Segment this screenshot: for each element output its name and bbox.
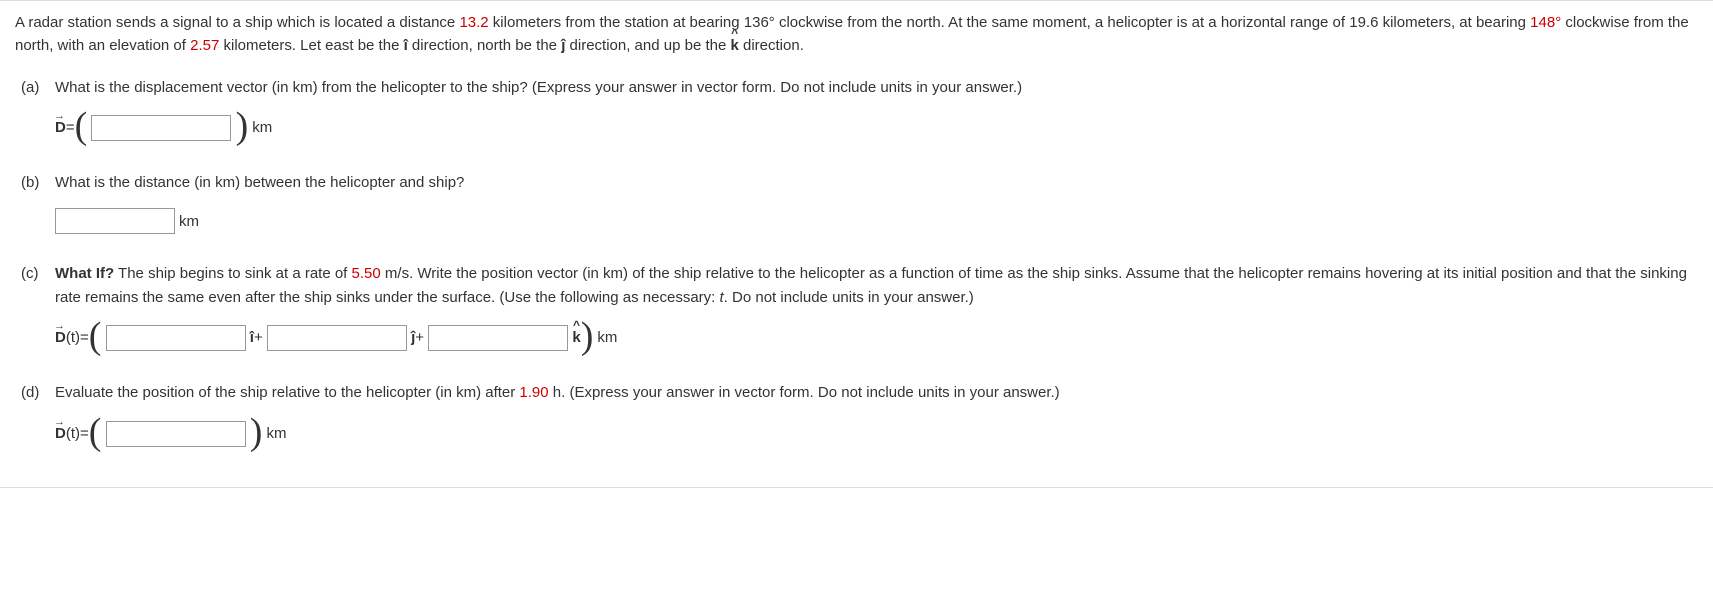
- part-d-text: Evaluate the position of the ship relati…: [55, 381, 1698, 404]
- part-a: (a) What is the displacement vector (in …: [15, 76, 1698, 144]
- part-c-answer: →D(t) = ( î + ĵ + ^k ) km: [21, 323, 1698, 353]
- part-b-label: (b): [21, 171, 55, 194]
- intro-value-2: 148°: [1530, 14, 1561, 31]
- part-c-input-j[interactable]: [267, 325, 407, 351]
- intro-text-5: direction, north be the: [408, 37, 561, 54]
- part-a-answer: →D = ( ) km: [21, 113, 1698, 143]
- part-d: (d) Evaluate the position of the ship re…: [15, 381, 1698, 449]
- part-b: (b) What is the distance (in km) between…: [15, 171, 1698, 234]
- problem-intro: A radar station sends a signal to a ship…: [15, 11, 1698, 58]
- what-if: What If?: [55, 265, 114, 282]
- part-b-input[interactable]: [55, 208, 175, 234]
- close-paren-c: ): [581, 321, 594, 351]
- part-b-unit: km: [179, 210, 199, 233]
- part-d-answer: →D(t) = ( ) km: [21, 419, 1698, 449]
- vector-Dt-d: →D: [55, 422, 66, 445]
- part-b-answer: km: [21, 208, 1698, 234]
- part-d-input[interactable]: [106, 421, 246, 447]
- part-a-unit: km: [252, 116, 272, 139]
- intro-value-1: 13.2: [459, 14, 488, 31]
- part-c-label: (c): [21, 262, 55, 285]
- part-d-label: (d): [21, 381, 55, 404]
- part-c-text: What If? The ship begins to sink at a ra…: [55, 262, 1698, 309]
- intro-text-2: kilometers from the station at bearing 1…: [489, 14, 1531, 31]
- part-c: (c) What If? The ship begins to sink at …: [15, 262, 1698, 353]
- open-paren-c: (: [89, 321, 102, 351]
- open-paren-d: (: [89, 417, 102, 447]
- vector-D: →D: [55, 116, 66, 139]
- intro-text-4: kilometers. Let east be the: [219, 37, 403, 54]
- part-c-input-i[interactable]: [106, 325, 246, 351]
- intro-text-6: direction, and up be the: [565, 37, 730, 54]
- close-paren: ): [236, 111, 249, 141]
- k-hat: ^k: [730, 34, 738, 57]
- time-value: 1.90: [519, 384, 548, 401]
- intro-text-1: A radar station sends a signal to a ship…: [15, 14, 459, 31]
- intro-text-7: direction.: [739, 37, 804, 54]
- part-c-unit: km: [597, 326, 617, 349]
- close-paren-d: ): [250, 417, 263, 447]
- part-c-input-k[interactable]: [428, 325, 568, 351]
- open-paren: (: [75, 111, 88, 141]
- intro-value-3: 2.57: [190, 37, 219, 54]
- part-d-unit: km: [266, 422, 286, 445]
- k-hat-c: ^k: [572, 326, 580, 349]
- part-a-text: What is the displacement vector (in km) …: [55, 76, 1698, 99]
- part-a-input[interactable]: [91, 115, 231, 141]
- sink-rate: 5.50: [352, 265, 381, 282]
- part-a-label: (a): [21, 76, 55, 99]
- part-b-text: What is the distance (in km) between the…: [55, 171, 1698, 194]
- vector-Dt: →D: [55, 326, 66, 349]
